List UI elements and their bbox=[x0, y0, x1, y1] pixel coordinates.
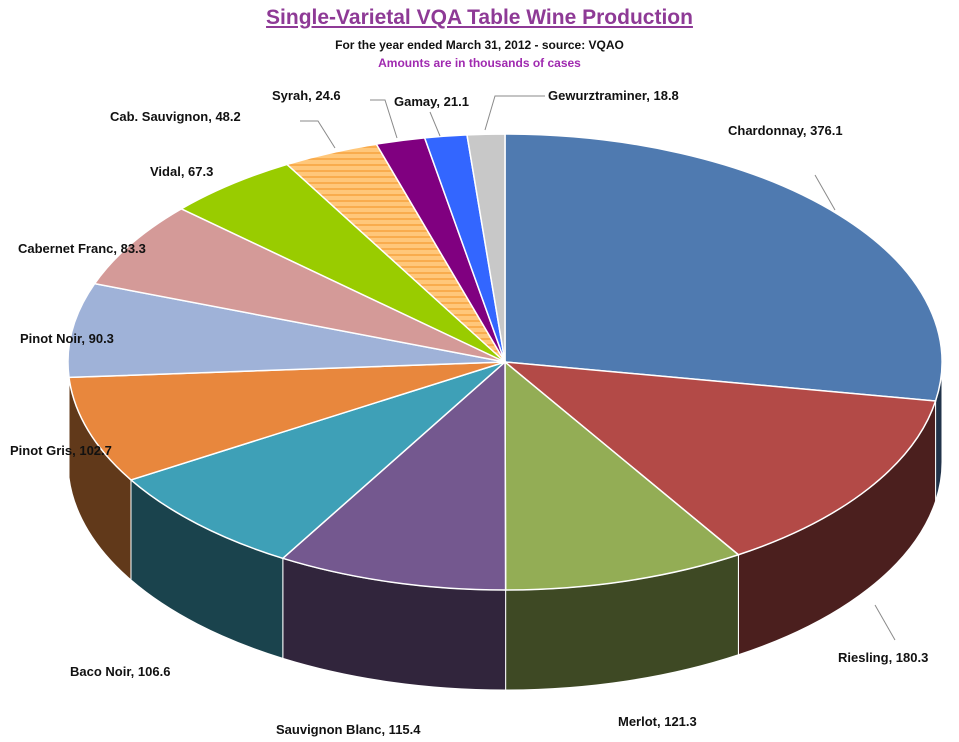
slice-label-sauvignon-blanc: Sauvignon Blanc, 115.4 bbox=[276, 722, 421, 737]
leader-line bbox=[429, 111, 441, 137]
pie-slice-pinot-noir bbox=[67, 282, 506, 379]
leader-line bbox=[814, 174, 836, 211]
pie-slice-chardonnay bbox=[504, 133, 943, 402]
slice-label-riesling: Riesling, 180.3 bbox=[838, 650, 928, 665]
pie-slice-sauvignon-blanc bbox=[281, 360, 507, 591]
leader-line bbox=[300, 120, 336, 149]
pie-slice-baco-noir bbox=[129, 361, 506, 560]
slice-label-gamay: Gamay, 21.1 bbox=[394, 94, 469, 109]
slice-label-cab-sauvignon: Cab. Sauvignon, 48.2 bbox=[110, 109, 241, 124]
slice-label-cabernet-franc: Cabernet Franc, 83.3 bbox=[18, 241, 146, 256]
pie-slice-cabernet-franc bbox=[93, 207, 506, 363]
slice-label-vidal: Vidal, 67.3 bbox=[150, 164, 213, 179]
slice-label-pinot-noir: Pinot Noir, 90.3 bbox=[20, 331, 114, 346]
chart-title: Single-Varietal VQA Table Wine Productio… bbox=[266, 6, 693, 29]
slice-label-gewurztraminer: Gewurztraminer, 18.8 bbox=[548, 88, 679, 103]
pie-slice-merlot bbox=[504, 360, 740, 591]
slice-label-baco-noir: Baco Noir, 106.6 bbox=[70, 664, 170, 679]
pie-labels: Chardonnay, 376.1 Riesling, 180.3 Merlot, … bbox=[10, 88, 928, 737]
chart-units-note: Amounts are in thousands of cases bbox=[378, 56, 581, 70]
leader-line bbox=[874, 604, 896, 641]
pie-slice-riesling bbox=[502, 361, 937, 556]
slice-label-chardonnay: Chardonnay, 376.1 bbox=[728, 123, 843, 138]
leader-line bbox=[484, 95, 545, 131]
slice-label-pinot-gris: Pinot Gris, 102.7 bbox=[10, 443, 112, 458]
leader-line bbox=[370, 99, 398, 139]
pie-slice-pinot-gris bbox=[68, 361, 506, 481]
chart-subtitle: For the year ended March 31, 2012 - sour… bbox=[335, 38, 624, 52]
slice-label-syrah: Syrah, 24.6 bbox=[272, 88, 341, 103]
slice-label-merlot: Merlot, 121.3 bbox=[618, 714, 697, 729]
pie-top-faces bbox=[67, 133, 943, 591]
pie-slice-gewurztraminer bbox=[466, 133, 506, 363]
